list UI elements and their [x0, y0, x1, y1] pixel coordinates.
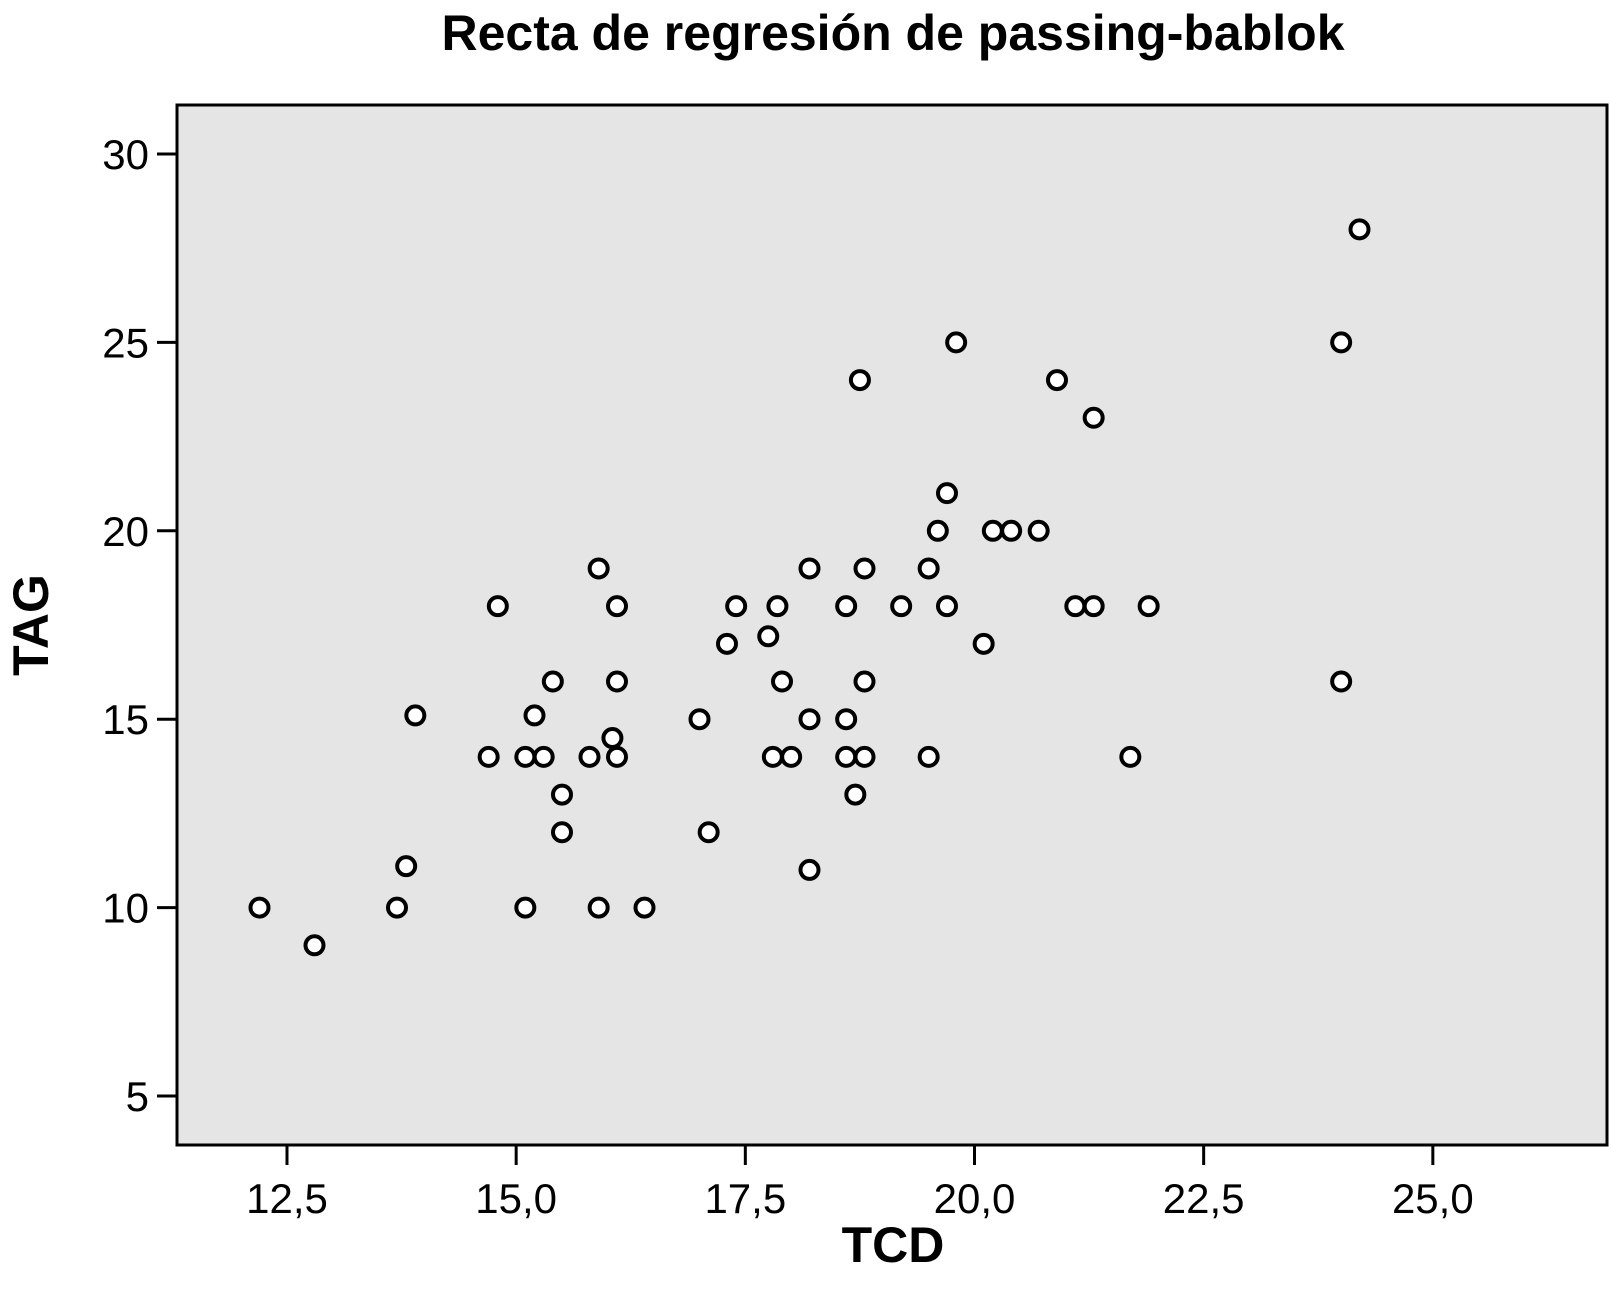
x-tick-label: 20,0 — [934, 1175, 1016, 1222]
data-point — [1137, 595, 1160, 618]
x-axis-label: TCD — [842, 1217, 945, 1273]
data-point — [853, 745, 876, 768]
data-point — [404, 704, 427, 727]
data-point — [757, 625, 780, 648]
data-point — [917, 557, 940, 580]
x-tick-label: 12,5 — [246, 1175, 328, 1222]
data-point — [771, 670, 793, 693]
data-point — [1000, 519, 1023, 542]
data-point — [551, 821, 573, 844]
data-point — [486, 595, 509, 618]
plot-area — [175, 103, 1609, 1147]
data-point — [936, 482, 958, 505]
chart-title: Recta de regresión de passing-bablok — [441, 5, 1344, 61]
data-point — [835, 708, 858, 731]
data-point — [395, 855, 418, 878]
data-point — [523, 704, 546, 727]
data-point — [551, 783, 573, 806]
data-point — [716, 632, 738, 655]
data-point — [936, 595, 958, 618]
data-point — [1082, 406, 1105, 429]
data-point — [1330, 331, 1353, 354]
y-tick-label: 10 — [102, 885, 149, 932]
data-point — [945, 331, 968, 354]
data-point — [578, 745, 601, 768]
data-point — [688, 708, 711, 731]
data-point — [303, 934, 326, 957]
data-point — [725, 595, 748, 618]
x-tick-label: 25,0 — [1392, 1175, 1474, 1222]
x-axis: 12,5 15,0 17,5 20,0 22,5 25,0 — [246, 1145, 1474, 1222]
data-point — [972, 632, 995, 655]
data-point — [1027, 519, 1050, 542]
data-point — [1348, 218, 1371, 241]
y-axis-label: TAG — [3, 574, 59, 676]
data-point — [981, 519, 1004, 542]
data-point — [1046, 369, 1068, 392]
data-point — [1064, 595, 1087, 618]
y-tick-label: 30 — [102, 131, 149, 178]
data-point — [798, 858, 821, 881]
data-point — [541, 670, 564, 693]
y-tick-label: 5 — [126, 1073, 149, 1120]
data-point — [798, 708, 821, 731]
data-point — [844, 783, 867, 806]
data-point — [587, 896, 610, 919]
y-tick-label: 15 — [102, 696, 149, 743]
data-point — [601, 727, 624, 750]
x-tick-label: 17,5 — [704, 1175, 786, 1222]
data-point — [798, 557, 821, 580]
data-point — [926, 519, 949, 542]
data-point — [848, 369, 871, 392]
data-point — [532, 745, 555, 768]
data-point — [633, 896, 656, 919]
x-tick-label: 22,5 — [1163, 1175, 1245, 1222]
y-axis: 5 10 15 20 25 30 — [102, 131, 177, 1120]
data-point — [386, 896, 408, 919]
data-point — [835, 595, 858, 618]
data-point — [1082, 595, 1105, 618]
data-point — [780, 745, 803, 768]
data-point — [514, 745, 537, 768]
data-point — [835, 745, 858, 768]
data-point — [890, 595, 913, 618]
data-points — [248, 218, 1371, 957]
y-tick-label: 25 — [102, 319, 149, 366]
y-tick-label: 20 — [102, 508, 149, 555]
data-point — [697, 821, 720, 844]
data-point — [606, 670, 628, 693]
data-point — [853, 557, 876, 580]
data-point — [606, 595, 628, 618]
data-point — [248, 896, 271, 919]
data-point — [917, 745, 940, 768]
data-point — [1330, 670, 1353, 693]
data-point — [587, 557, 610, 580]
x-tick-label: 15,0 — [475, 1175, 557, 1222]
data-point — [514, 896, 537, 919]
data-point — [761, 745, 784, 768]
data-point — [766, 595, 789, 618]
data-point — [606, 745, 628, 768]
data-point — [477, 745, 500, 768]
data-point — [853, 670, 876, 693]
data-point — [1119, 745, 1142, 768]
